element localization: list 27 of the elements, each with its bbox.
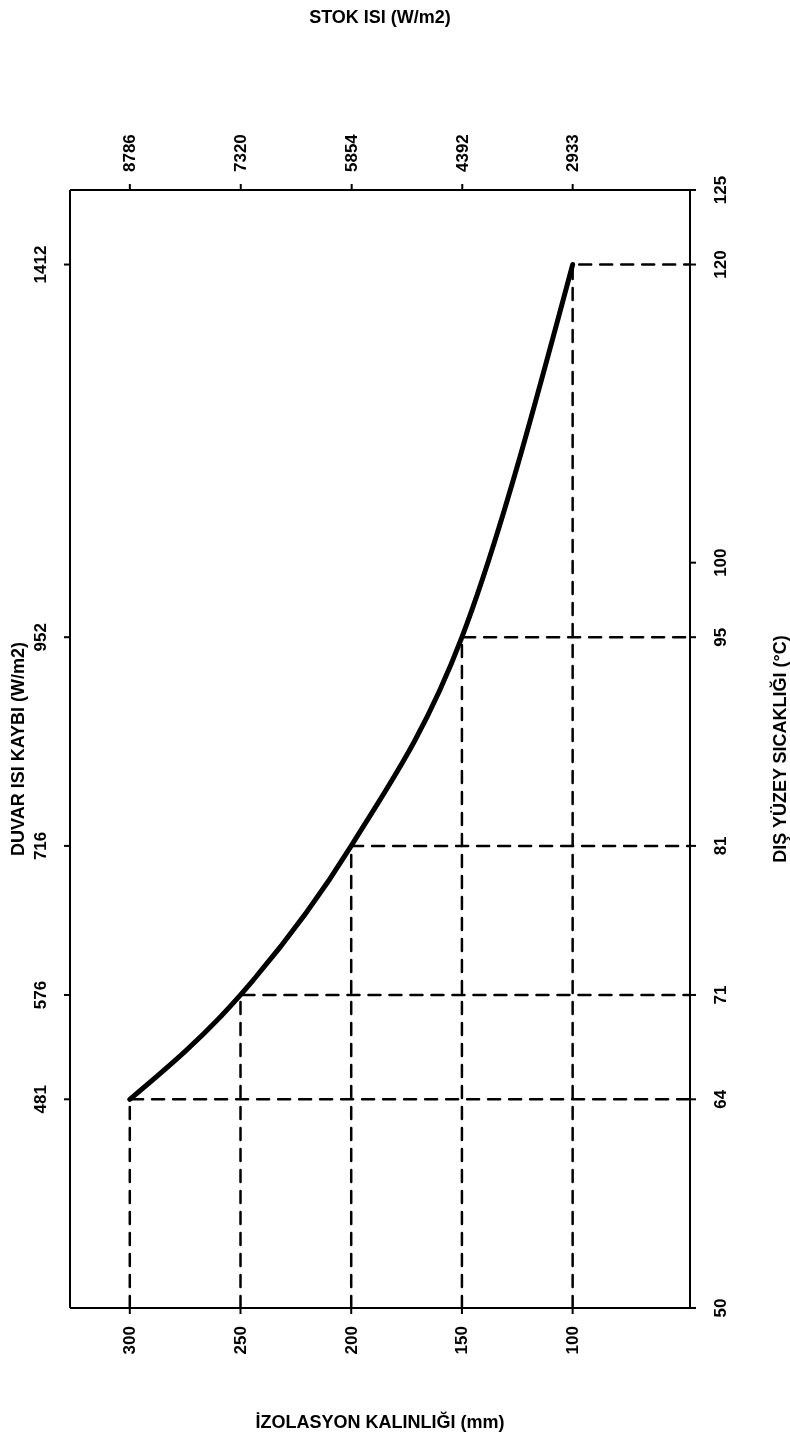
- x2-tick-label: 7320: [231, 134, 251, 172]
- text: 952: [30, 623, 50, 652]
- y-axis-title: DIŞ YÜZEY SICAKLIĞI (°C): [769, 635, 790, 863]
- x2-tick-label: 4392: [452, 134, 472, 172]
- y-tick-label: 95: [710, 627, 730, 647]
- x-tick-label: 300: [120, 1326, 140, 1355]
- y-tick-label: 50: [710, 1298, 730, 1318]
- x-tick-label: 100: [563, 1326, 583, 1355]
- x-tick-label: 200: [341, 1326, 361, 1355]
- y-tick-label: 120: [710, 250, 730, 279]
- x2-tick-label: 5854: [342, 133, 362, 172]
- y-tick-label: 64: [710, 1089, 730, 1109]
- x2-tick-label: 8786: [120, 134, 140, 172]
- text: 576: [30, 980, 50, 1010]
- y-tick-label: 125: [710, 175, 730, 205]
- x-axis-title: İZOLASYON KALINLIĞI (mm): [255, 1411, 505, 1432]
- y-tick-label: 100: [710, 548, 730, 577]
- x2-axis-title: STOK ISI (W/m2): [309, 6, 451, 27]
- text: 1412: [30, 245, 50, 284]
- y-tick-label: 81: [710, 836, 730, 856]
- x-tick-label: 250: [231, 1326, 250, 1355]
- x-tick-label: 150: [452, 1326, 472, 1355]
- text: 716: [30, 831, 50, 861]
- y2-axis-title: DUVAR ISI KAYBI (W/m2): [8, 641, 29, 857]
- y-tick-label: 71: [710, 985, 730, 1005]
- x2-tick-label: 2933: [563, 134, 583, 172]
- text: 481: [30, 1085, 50, 1114]
